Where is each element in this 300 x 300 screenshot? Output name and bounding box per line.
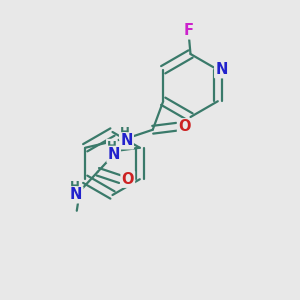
Text: N: N bbox=[70, 187, 83, 202]
Text: O: O bbox=[122, 172, 134, 187]
Text: O: O bbox=[178, 119, 190, 134]
Text: F: F bbox=[184, 23, 194, 38]
Text: H: H bbox=[107, 140, 117, 153]
Text: N: N bbox=[215, 62, 228, 77]
Text: N: N bbox=[120, 133, 133, 148]
Text: H: H bbox=[69, 180, 79, 193]
Text: H: H bbox=[120, 126, 130, 139]
Text: N: N bbox=[107, 147, 120, 162]
